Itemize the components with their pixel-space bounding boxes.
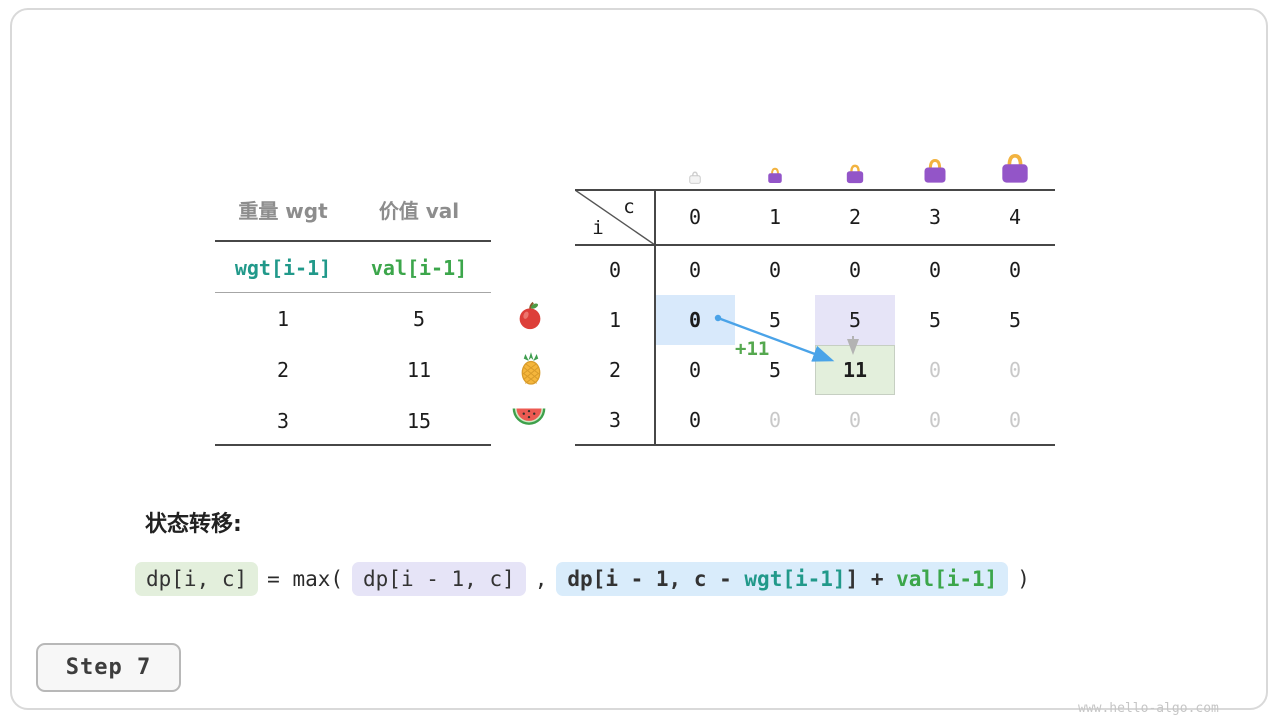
item-1-value: 5 <box>412 307 426 331</box>
dp-cell-0-1: 0 <box>768 258 782 282</box>
dp-cell-1-4: 5 <box>1008 308 1022 332</box>
dp-cell-2-1: 5 <box>768 358 782 382</box>
step-badge: Step 7 <box>36 643 181 692</box>
item-2-value: 11 <box>406 358 432 382</box>
dp-cell-2-0: 0 <box>688 358 702 382</box>
dp-row-header-0: 0 <box>608 258 622 282</box>
pineapple-icon <box>521 352 541 385</box>
dp-table-top-rule <box>575 189 1055 191</box>
dp-row-header-1: 1 <box>608 308 622 332</box>
formula-close-paren: ) <box>1017 567 1030 591</box>
dp-cell-1-1: 5 <box>768 308 782 332</box>
bag-capacity-2-icon <box>846 164 864 184</box>
site-watermark: www.hello-algo.com <box>1078 701 1219 716</box>
dp-row-header-3: 3 <box>608 408 622 432</box>
dp-column-headers: 0 1 2 3 4 <box>655 190 1055 245</box>
items-table-header-rule <box>215 240 491 242</box>
dp-table-vertical-rule <box>654 190 656 446</box>
dp-col-header-2: 2 <box>848 205 862 229</box>
dp-row-headers: 0 1 2 3 <box>575 245 655 445</box>
dp-cell-3-2: 0 <box>848 408 862 432</box>
dp-cell-2-4: 0 <box>1008 358 1022 382</box>
dp-cell-0-2: 0 <box>848 258 862 282</box>
watermelon-icon <box>512 408 546 425</box>
dp-col-header-3: 3 <box>928 205 942 229</box>
dp-transition-arrows: +11 <box>714 314 859 362</box>
dp-cell-3-4: 0 <box>1008 408 1022 432</box>
item-3-weight: 3 <box>276 409 290 433</box>
items-weight-header: 重量 wgt <box>238 199 328 223</box>
items-table-bottom-rule <box>215 444 491 446</box>
dp-cell-3-1: 0 <box>768 408 782 432</box>
formula-equals-max: = max( <box>267 567 344 591</box>
dp-table-header-rule <box>575 244 1055 246</box>
items-val-formula: val[i-1] <box>370 256 468 280</box>
state-transition-formula: dp[i, c] = max( dp[i - 1, c] , dp[i - 1,… <box>135 562 1030 596</box>
dp-cell-2-3: 0 <box>928 358 942 382</box>
dp-row-header-2: 2 <box>608 358 622 382</box>
item-3-value: 15 <box>406 409 432 433</box>
take-item-arrow <box>717 316 835 362</box>
add-value-annotation: +11 <box>735 338 769 360</box>
bag-capacity-3-icon <box>924 158 946 183</box>
dp-corner-diagonal <box>575 190 655 245</box>
formula-arg2-val-term: val[i-1] <box>896 567 998 591</box>
dp-cell-3-3: 0 <box>928 408 942 432</box>
items-wgt-formula: wgt[i-1] <box>234 256 332 280</box>
formula-arg2-middle: ] + <box>845 567 897 591</box>
bag-capacity-1-icon <box>768 167 782 183</box>
apple-icon <box>519 301 541 330</box>
formula-arg-skip-item: dp[i - 1, c] <box>352 562 526 596</box>
dp-col-header-1: 1 <box>768 205 782 229</box>
dp-cell-0-3: 0 <box>928 258 942 282</box>
formula-comma: , <box>534 567 548 591</box>
bag-capacity-0-icon <box>689 171 701 184</box>
dp-corner-col-label: c <box>623 196 635 218</box>
items-table-formula-rule <box>215 292 491 293</box>
formula-arg2-wgt-term: wgt[i-1] <box>744 567 846 591</box>
dp-cell-0-0: 0 <box>688 258 702 282</box>
formula-arg2-prefix: dp[i - 1, c - <box>567 567 745 591</box>
dp-col-header-4: 4 <box>1008 205 1022 229</box>
formula-arg-take-item: dp[i - 1, c - wgt[i-1]] + val[i-1] <box>556 562 1009 596</box>
dp-cell-3-0: 0 <box>688 408 702 432</box>
dp-col-header-0: 0 <box>688 205 702 229</box>
dp-cell-0-4: 0 <box>1008 258 1022 282</box>
dp-corner-row-label: i <box>592 217 604 239</box>
dp-table-bottom-rule <box>575 444 1055 446</box>
item-2-weight: 2 <box>276 358 290 382</box>
dp-cell-1-2: 5 <box>815 295 895 345</box>
bag-capacity-4-icon <box>1002 153 1028 183</box>
dp-cell-1-3: 5 <box>928 308 942 332</box>
item-1-weight: 1 <box>276 307 290 331</box>
formula-lhs-dp-cell: dp[i, c] <box>135 562 259 596</box>
items-value-header: 价值 val <box>378 199 460 223</box>
state-transition-title: 状态转移: <box>145 512 242 537</box>
